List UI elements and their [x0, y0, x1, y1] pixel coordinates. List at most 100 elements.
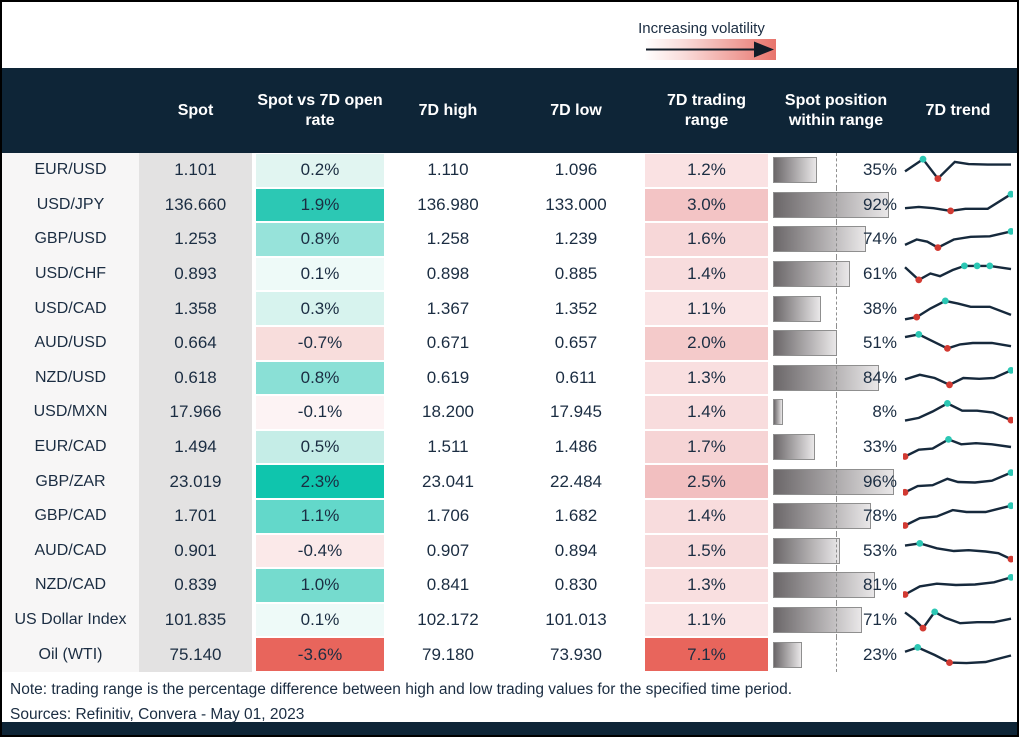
header-7d-low: 7D low — [550, 101, 602, 119]
low-value: 1.682 — [554, 506, 598, 526]
high-value: 1.110 — [427, 160, 469, 180]
low-value: 1.239 — [554, 229, 598, 249]
high-value: 23.041 — [422, 471, 474, 491]
position-bar — [773, 607, 863, 634]
position-cell: 61% — [773, 256, 899, 292]
midpoint-dashed-line — [836, 498, 837, 534]
pair-label: Oil (WTI) — [2, 637, 139, 672]
footer-sources: Sources: Refinitiv, Convera - May 01, 20… — [10, 705, 305, 723]
midpoint-dashed-line — [836, 602, 837, 638]
change-pill: -0.7% — [256, 326, 384, 360]
trend-sparkline — [899, 326, 1017, 361]
table-row: GBP/CAD 1.701 1.1% 1.706 1.682 1.4% 78% — [2, 498, 1017, 534]
position-value: 33% — [862, 437, 897, 457]
volatility-legend-label: Increasing volatility — [638, 20, 765, 37]
volatility-legend: Increasing volatility — [614, 20, 789, 60]
position-value: 61% — [862, 264, 897, 284]
change-pill: 0.5% — [256, 430, 384, 464]
trend-sparkline — [899, 637, 1017, 672]
table-row: USD/CHF 0.893 0.1% 0.898 0.885 1.4% 61% — [2, 256, 1017, 292]
midpoint-dashed-line — [836, 222, 837, 257]
trend-sparkline — [899, 568, 1017, 603]
spot-value: 0.901 — [139, 533, 252, 569]
trend-sparkline — [899, 534, 1017, 569]
range-pill: 1.2% — [645, 154, 768, 187]
low-value: 1.486 — [554, 437, 598, 457]
trend-sparkline — [899, 361, 1017, 396]
trend-sparkline — [899, 430, 1017, 465]
range-pill: 1.1% — [645, 603, 768, 637]
change-pill: -0.1% — [256, 396, 384, 429]
position-cell: 78% — [773, 498, 899, 534]
range-pill: 7.1% — [645, 638, 768, 671]
change-pill: -0.4% — [256, 534, 384, 568]
midpoint-dashed-line — [836, 395, 837, 430]
pair-label: NZD/USD — [2, 360, 139, 396]
midpoint-dashed-line — [836, 637, 837, 672]
position-bar — [773, 330, 838, 357]
bottom-accent-bar — [2, 722, 1017, 735]
position-value: 35% — [862, 160, 897, 180]
low-value: 133.000 — [545, 194, 607, 214]
position-cell: 84% — [773, 360, 899, 396]
pair-label: USD/CHF — [2, 256, 139, 292]
pair-label: EUR/CAD — [2, 429, 139, 465]
high-value: 79.180 — [422, 644, 474, 664]
midpoint-dashed-line — [836, 429, 837, 465]
position-bar — [773, 364, 879, 391]
spot-value: 1.494 — [139, 429, 252, 465]
low-value: 1.096 — [554, 160, 598, 180]
range-pill: 1.6% — [645, 223, 768, 256]
position-cell: 53% — [773, 533, 899, 569]
low-value: 22.484 — [550, 471, 602, 491]
trend-sparkline — [899, 257, 1017, 292]
pair-label: USD/MXN — [2, 395, 139, 430]
table-row: NZD/CAD 0.839 1.0% 0.841 0.830 1.3% 81% — [2, 568, 1017, 603]
midpoint-dashed-line — [836, 568, 837, 603]
header-7d-high: 7D high — [418, 101, 478, 119]
position-cell: 81% — [773, 568, 899, 603]
volatility-gradient-strip — [644, 39, 776, 60]
trend-sparkline — [899, 464, 1017, 499]
trend-sparkline — [899, 153, 1017, 188]
low-value: 73.930 — [550, 644, 602, 664]
spot-value: 0.839 — [139, 568, 252, 603]
table-row: GBP/USD 1.253 0.8% 1.258 1.239 1.6% 74% — [2, 222, 1017, 257]
midpoint-dashed-line — [836, 533, 837, 569]
header-spot-position: Spot position within range — [784, 91, 888, 129]
range-pill: 1.3% — [645, 569, 768, 602]
position-value: 8% — [872, 402, 897, 422]
change-pill: 1.9% — [256, 188, 384, 222]
low-value: 0.885 — [554, 264, 598, 284]
table-row: USD/MXN 17.966 -0.1% 18.200 17.945 1.4% … — [2, 395, 1017, 430]
change-pill: 2.3% — [256, 465, 384, 498]
pair-label: USD/JPY — [2, 187, 139, 223]
position-cell: 23% — [773, 637, 899, 672]
position-cell: 8% — [773, 395, 899, 430]
high-value: 102.172 — [417, 610, 479, 630]
table-header: Spot Spot vs 7D open rate 7D high 7D low… — [2, 68, 1017, 153]
pair-label: EUR/USD — [2, 153, 139, 188]
header-7d-trend: 7D trend — [925, 101, 991, 119]
position-value: 74% — [862, 229, 897, 249]
table-row: AUD/USD 0.664 -0.7% 0.671 0.657 2.0% 51% — [2, 325, 1017, 361]
trend-sparkline — [899, 499, 1017, 534]
midpoint-dashed-line — [836, 360, 837, 396]
high-value: 1.367 — [426, 298, 470, 318]
midpoint-dashed-line — [836, 256, 837, 292]
position-bar — [773, 537, 840, 564]
spot-value: 0.618 — [139, 360, 252, 396]
position-value: 71% — [862, 610, 897, 630]
spot-value: 75.140 — [139, 637, 252, 672]
position-bar — [773, 295, 821, 322]
position-value: 38% — [862, 298, 897, 318]
position-value: 96% — [862, 471, 897, 491]
low-value: 17.945 — [550, 402, 602, 422]
position-cell: 38% — [773, 291, 899, 326]
range-pill: 1.1% — [645, 292, 768, 325]
range-pill: 2.5% — [645, 465, 768, 498]
pair-label: GBP/USD — [2, 222, 139, 257]
change-pill: 0.2% — [256, 154, 384, 187]
spot-value: 101.835 — [139, 602, 252, 638]
